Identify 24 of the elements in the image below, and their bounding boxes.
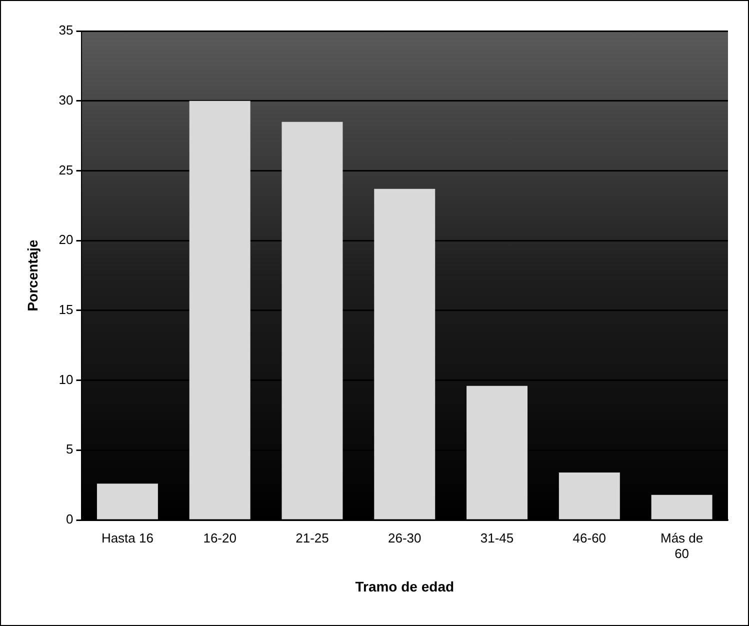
bar <box>651 494 712 520</box>
y-tick-label: 20 <box>58 232 74 248</box>
y-tick-label: 25 <box>58 162 74 178</box>
bar <box>96 484 158 520</box>
bar <box>558 472 620 520</box>
y-tick-label: 30 <box>58 92 74 108</box>
x-tick-label: 26-30 <box>388 530 422 546</box>
x-tick-label: Hasta 16 <box>101 530 154 546</box>
y-tick-label: 15 <box>58 302 74 318</box>
x-tick-label: 31-45 <box>480 530 514 546</box>
bar <box>189 100 250 520</box>
bar <box>282 122 343 520</box>
y-tick-label: 5 <box>66 442 74 457</box>
x-axis-title: Tramo de edad <box>355 578 454 594</box>
x-tick-label: 21-25 <box>296 530 329 546</box>
y-axis-title: Porcentaje <box>24 239 40 312</box>
bar <box>374 188 436 520</box>
x-tick-label: Más de 60 <box>660 530 704 561</box>
bar <box>466 386 528 520</box>
y-tick-label: 10 <box>58 372 74 387</box>
x-tick-label: 46-60 <box>572 530 606 546</box>
x-tick-label: 16-20 <box>203 530 236 546</box>
y-tick-label: 0 <box>66 512 74 527</box>
y-tick-label: 35 <box>58 22 74 38</box>
